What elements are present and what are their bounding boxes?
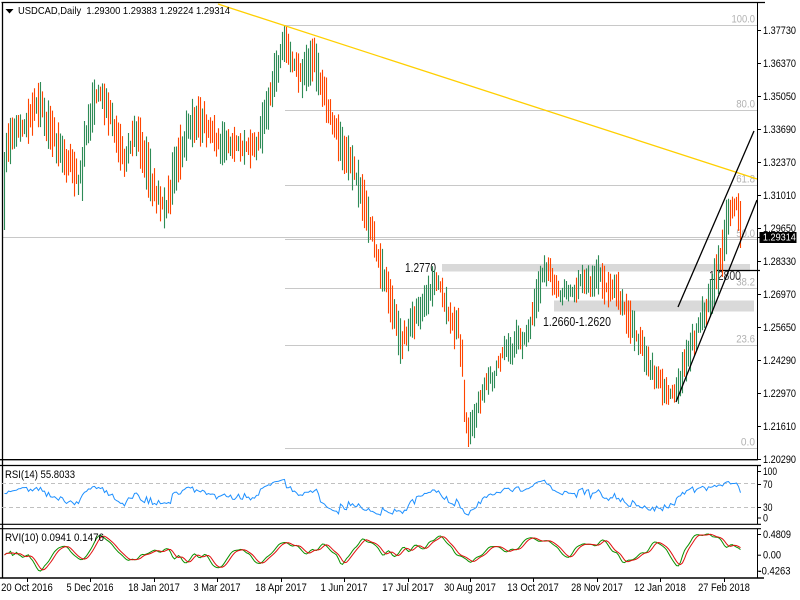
svg-text:1.33690: 1.33690: [763, 124, 796, 136]
svg-text:1.31010: 1.31010: [763, 190, 796, 202]
svg-text:38.2: 38.2: [736, 277, 755, 289]
svg-text:12 Jan 2018: 12 Jan 2018: [634, 582, 686, 594]
svg-text:1.37730: 1.37730: [763, 25, 796, 37]
svg-text:0.4809: 0.4809: [763, 529, 791, 541]
svg-text:1.22970: 1.22970: [763, 388, 796, 400]
svg-text:100: 100: [763, 466, 777, 478]
svg-text:1.26970: 1.26970: [763, 289, 796, 301]
svg-text:17 Jul 2017: 17 Jul 2017: [382, 582, 434, 594]
svg-text:RSI(14) 55.8033: RSI(14) 55.8033: [5, 469, 75, 481]
svg-text:27 Feb 2018: 27 Feb 2018: [698, 582, 750, 594]
svg-text:80.0: 80.0: [736, 99, 755, 111]
svg-text:30: 30: [763, 502, 773, 514]
svg-text:1.36370: 1.36370: [763, 58, 796, 70]
svg-text:1.28330: 1.28330: [763, 256, 796, 268]
svg-text:1.2770: 1.2770: [405, 260, 436, 275]
svg-text:23.6: 23.6: [736, 334, 755, 346]
svg-text:18 Apr 2017: 18 Apr 2017: [255, 582, 307, 594]
svg-text:1 Jun 2017: 1 Jun 2017: [321, 582, 368, 594]
svg-text:1.24290: 1.24290: [763, 355, 796, 367]
svg-text:100.0: 100.0: [732, 14, 756, 26]
svg-text:18 Jan 2017: 18 Jan 2017: [128, 582, 180, 594]
svg-text:70: 70: [763, 479, 773, 491]
svg-text:USDCAD,Daily 1.29300 1.29383: USDCAD,Daily 1.29300 1.29383 1.29224 1.2…: [18, 5, 230, 17]
svg-text:30 Aug 2017: 30 Aug 2017: [444, 582, 496, 594]
svg-text:1.21610: 1.21610: [763, 421, 796, 433]
svg-text:3 Mar 2017: 3 Mar 2017: [194, 582, 241, 594]
svg-text:1.29314: 1.29314: [763, 232, 796, 244]
svg-text:1.25650: 1.25650: [763, 322, 796, 334]
svg-text:1.35050: 1.35050: [763, 91, 796, 103]
svg-text:0: 0: [763, 513, 768, 525]
svg-text:5 Dec 2016: 5 Dec 2016: [67, 582, 114, 594]
svg-text:20 Oct 2016: 20 Oct 2016: [1, 582, 53, 594]
svg-text:1.2660-1.2620: 1.2660-1.2620: [543, 314, 611, 329]
svg-text:0.00: 0.00: [763, 550, 781, 562]
svg-text:13 Oct 2017: 13 Oct 2017: [507, 582, 559, 594]
svg-text:RVI(10) 0.0941 0.1476: RVI(10) 0.0941 0.1476: [5, 532, 104, 544]
svg-text:28 Nov 2017: 28 Nov 2017: [571, 582, 623, 594]
svg-text:1.32370: 1.32370: [763, 157, 796, 169]
svg-text:-0.4263: -0.4263: [759, 566, 791, 578]
svg-text:1.20290: 1.20290: [763, 454, 796, 466]
svg-text:0.0: 0.0: [741, 437, 755, 449]
